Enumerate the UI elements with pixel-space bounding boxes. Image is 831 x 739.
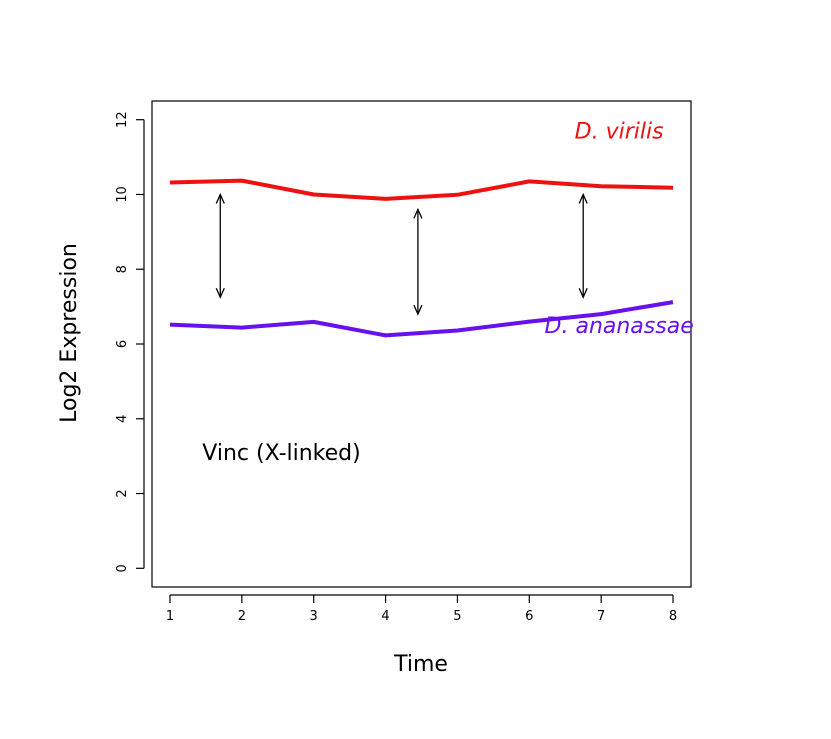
series-line-0: [169, 178, 674, 201]
double-arrow: [215, 192, 225, 299]
y-tick-label: 2: [115, 489, 130, 497]
y-tick-label: 0: [115, 564, 130, 572]
series-layer: [169, 178, 674, 338]
x-tick-label: 7: [597, 609, 605, 624]
double-arrow: [578, 192, 588, 299]
double-arrow: [413, 207, 423, 316]
gene-annotation: Vinc (X-linked): [202, 441, 360, 466]
y-tick-label: 12: [115, 111, 130, 128]
series-line-1: [169, 300, 674, 338]
series-label-1: D. ananassae: [545, 314, 694, 339]
plot-frame: [151, 100, 692, 588]
x-tick-label: 3: [310, 609, 318, 624]
x-tick-label: 2: [238, 609, 246, 624]
x-tick-label: 8: [669, 609, 677, 624]
x-axis-title: Time: [393, 652, 448, 677]
y-tick-label: 8: [115, 265, 130, 273]
y-axis: 0 2 4 6 8 10 12: [115, 111, 145, 572]
y-tick-label: 10: [115, 186, 130, 203]
x-tick-label: 1: [166, 609, 174, 624]
y-tick-label: 6: [115, 340, 130, 348]
series-label-0: D. virilis: [575, 119, 664, 144]
x-tick-label: 5: [453, 609, 461, 624]
x-tick-label: 6: [525, 609, 533, 624]
x-tick-label: 4: [381, 609, 389, 624]
arrow-layer: [215, 192, 588, 316]
label-layer: D. virilis D. ananassae Vinc (X-linked): [202, 119, 693, 466]
y-tick-label: 4: [115, 415, 130, 423]
y-axis-title: Log2 Expression: [57, 243, 82, 423]
x-axis: 1 2 3 4 5 6 7 8: [166, 594, 677, 624]
